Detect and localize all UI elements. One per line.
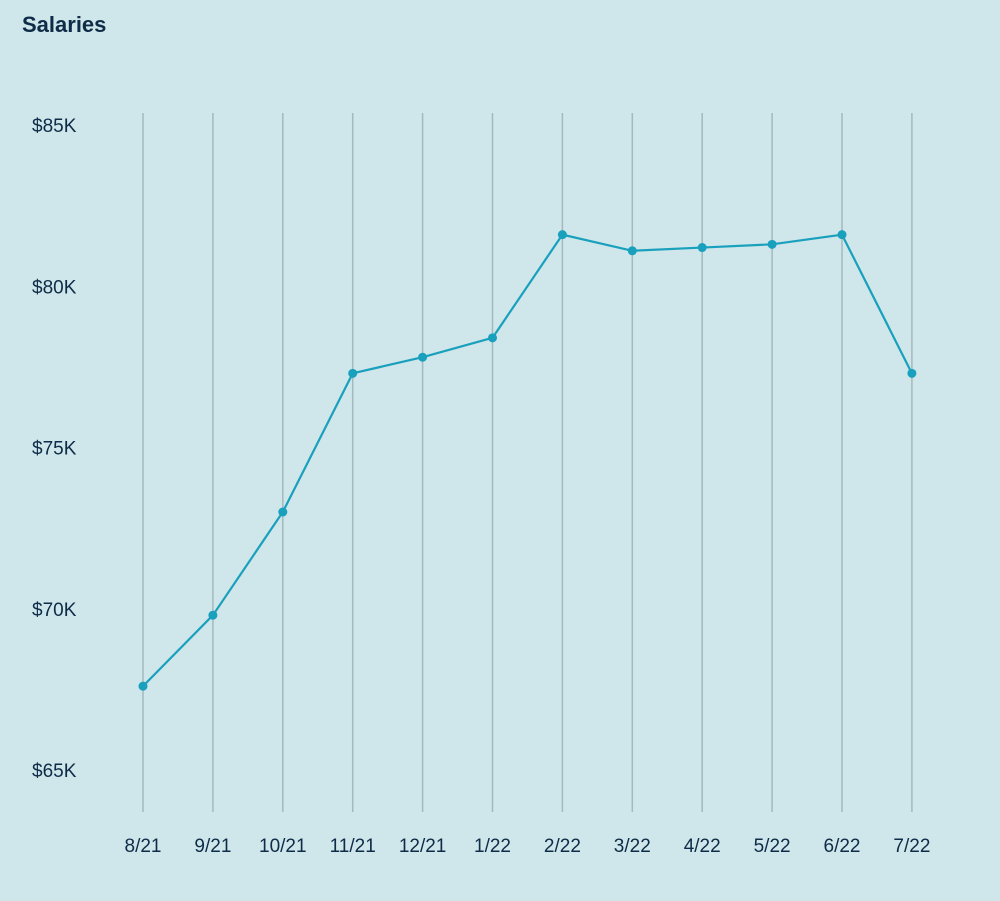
data-point: [907, 368, 917, 378]
x-tick-label: 7/22: [893, 836, 930, 857]
y-tick-label: $70K: [32, 600, 77, 621]
data-point: [488, 333, 497, 343]
y-tick-label: $80K: [32, 277, 77, 298]
y-tick-label: $65K: [32, 761, 77, 782]
data-point: [208, 610, 218, 620]
data-point: [278, 507, 288, 517]
x-tick-label: 10/21: [259, 836, 307, 857]
x-tick-label: 1/22: [474, 836, 511, 857]
series-line: [142, 233, 913, 687]
x-tick-label: 8/21: [125, 836, 162, 857]
data-point: [837, 230, 847, 240]
x-tick-label: 12/21: [399, 836, 447, 857]
x-tick-label: 5/22: [754, 836, 791, 857]
data-point: [138, 681, 148, 691]
chart-title: Salaries: [22, 12, 107, 37]
y-tick-label: $85K: [32, 116, 77, 137]
x-tick-label: 11/21: [330, 836, 376, 857]
x-tick-label: 3/22: [614, 836, 651, 857]
x-tick-label: 4/22: [684, 836, 721, 857]
x-tick-label: 2/22: [544, 836, 581, 857]
y-tick-label: $75K: [32, 439, 77, 460]
data-point: [697, 243, 707, 253]
x-tick-label: 6/22: [824, 836, 861, 857]
data-point: [767, 239, 777, 249]
x-tick-label: 9/21: [194, 836, 231, 857]
data-point: [627, 246, 637, 256]
data-point: [348, 368, 358, 378]
data-point: [418, 352, 428, 362]
data-point: [557, 230, 567, 240]
